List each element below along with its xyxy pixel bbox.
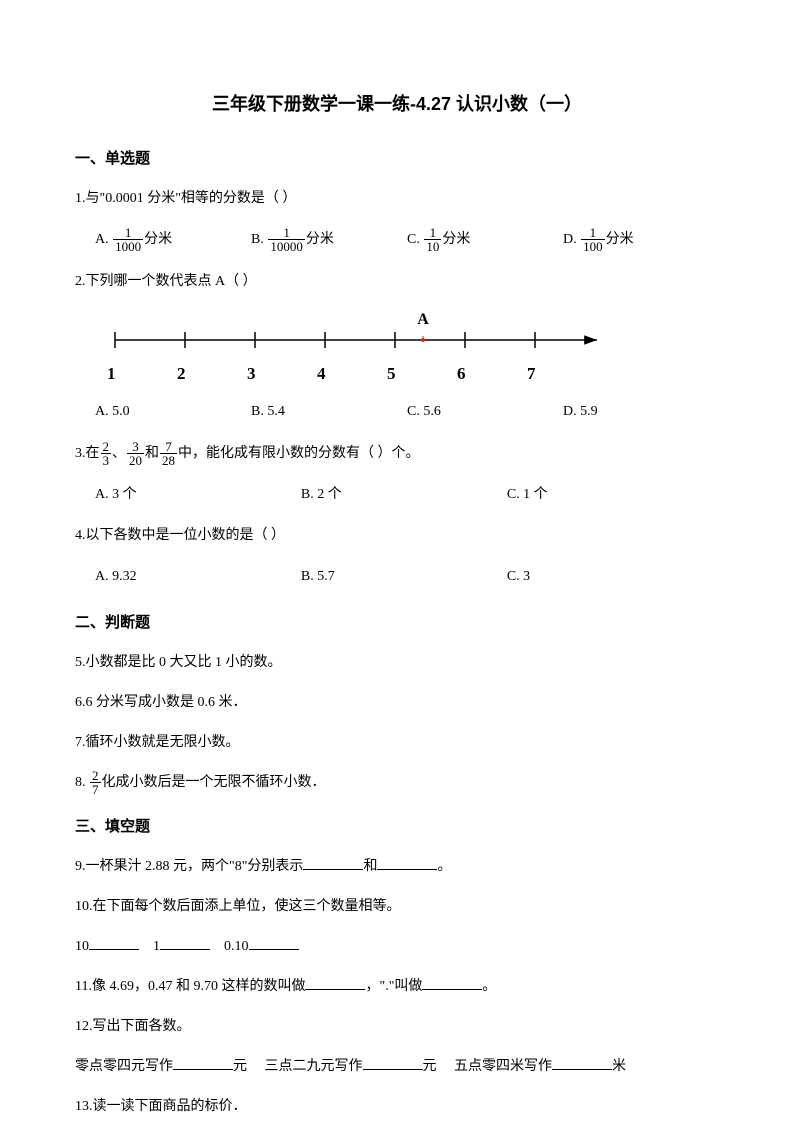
blank[interactable] (160, 936, 210, 950)
q4-text: 4.以下各数中是一位小数的是（ ） (75, 522, 719, 550)
blank[interactable] (377, 856, 437, 870)
blank[interactable] (89, 936, 139, 950)
nl-tick-6: 6 (457, 360, 527, 387)
nl-tick-7: 7 (527, 360, 597, 387)
blank[interactable] (422, 976, 482, 990)
blank[interactable] (305, 976, 365, 990)
q5: 5.小数都是比 0 大又比 1 小的数。 (75, 649, 719, 677)
q4-optA: A. 9.32 (95, 562, 301, 593)
nl-tick-2: 2 (177, 360, 247, 387)
q1-options: A. 11000分米 B. 110000分米 C. 110分米 D. 1100分… (95, 225, 719, 256)
q1-optB: B. 110000分米 (251, 225, 407, 256)
q4-options: A. 9.32 B. 5.7 C. 3 (95, 562, 719, 593)
section-3-header: 三、填空题 (75, 815, 719, 839)
section-1-header: 一、单选题 (75, 147, 719, 171)
blank[interactable] (363, 1056, 423, 1070)
q3-optA: A. 3 个 (95, 480, 301, 511)
blank[interactable] (249, 936, 299, 950)
q2-text: 2.下列哪一个数代表点 A（ ） (75, 268, 719, 296)
number-line-labels: 1 2 3 4 5 6 7 (107, 360, 597, 387)
nl-tick-5: 5 (387, 360, 457, 387)
q3-text: 3.在23、320和728中，能化成有限小数的分数有（ ）个。 (75, 440, 719, 468)
q4-optC: C. 3 (507, 562, 713, 593)
q12-values: 零点零四元写作元 三点二九元写作元 五点零四米写作米 (75, 1053, 719, 1081)
section-2-header: 二、判断题 (75, 611, 719, 635)
nl-tick-1: 1 (107, 360, 177, 387)
svg-text:A: A (417, 311, 429, 328)
q8: 8. 27化成小数后是一个无限不循环小数． (75, 769, 719, 797)
blank[interactable] (173, 1056, 233, 1070)
q2-options: A. 5.0 B. 5.4 C. 5.6 D. 5.9 (95, 397, 719, 428)
q1-optD: D. 1100分米 (563, 225, 719, 256)
q12-text: 12.写出下面各数。 (75, 1013, 719, 1041)
number-line: A (107, 310, 607, 352)
q6: 6.6 分米写成小数是 0.6 米． (75, 689, 719, 717)
q10-values: 10 1 0.10 (75, 933, 719, 961)
q4-optB: B. 5.7 (301, 562, 507, 593)
blank[interactable] (552, 1056, 612, 1070)
q1-optC: C. 110分米 (407, 225, 563, 256)
q3-optB: B. 2 个 (301, 480, 507, 511)
q9: 9.一杯果汁 2.88 元，两个"8"分别表示和。 (75, 853, 719, 881)
q2-optA: A. 5.0 (95, 397, 251, 428)
number-line-svg: A (107, 310, 607, 352)
nl-tick-3: 3 (247, 360, 317, 387)
blank[interactable] (303, 856, 363, 870)
q2-optD: D. 5.9 (563, 397, 719, 428)
q1-optA: A. 11000分米 (95, 225, 251, 256)
q3-options: A. 3 个 B. 2 个 C. 1 个 (95, 480, 719, 511)
q3-optC: C. 1 个 (507, 480, 713, 511)
q13: 13.读一读下面商品的标价． (75, 1093, 719, 1121)
q11: 11.像 4.69，0.47 和 9.70 这样的数叫做，"."叫做。 (75, 973, 719, 1001)
q1-text: 1.与"0.0001 分米"相等的分数是（ ） (75, 185, 719, 213)
q7: 7.循环小数就是无限小数。 (75, 729, 719, 757)
q10-text: 10.在下面每个数后面添上单位，使这三个数量相等。 (75, 893, 719, 921)
page-title: 三年级下册数学一课一练-4.27 认识小数（一） (75, 90, 719, 119)
q2-optB: B. 5.4 (251, 397, 407, 428)
q2-optC: C. 5.6 (407, 397, 563, 428)
nl-tick-4: 4 (317, 360, 387, 387)
